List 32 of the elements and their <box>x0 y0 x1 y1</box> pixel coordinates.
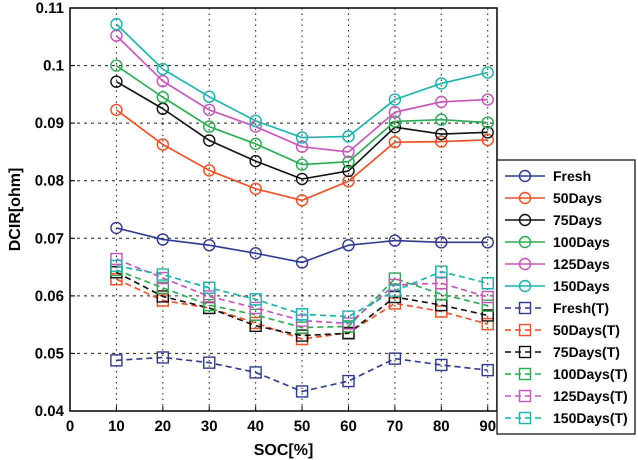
x-tick-label: 40 <box>247 418 264 435</box>
legend-label: 50Days(T) <box>553 322 620 338</box>
y-tick-label: 0.1 <box>43 58 64 75</box>
y-tick-label: 0.11 <box>36 0 64 17</box>
y-tick-label: 0.06 <box>34 288 64 305</box>
legend-label: 50Days <box>553 190 602 206</box>
x-tick-label: 30 <box>200 418 218 435</box>
y-axis-title: DCIR[ohm] <box>7 168 24 252</box>
x-tick-label: 10 <box>108 418 125 435</box>
legend-label: 150Days <box>553 278 610 294</box>
x-tick-label: 80 <box>432 418 450 435</box>
legend-label: 125Days <box>553 256 610 272</box>
legend-label: 100Days(T) <box>553 366 628 382</box>
legend-label: 75Days <box>553 212 602 228</box>
legend-label: 100Days <box>553 234 610 250</box>
y-tick-label: 0.04 <box>34 403 65 420</box>
y-tick-label: 0.05 <box>34 345 64 362</box>
x-tick-label: 90 <box>479 418 496 435</box>
x-tick-label: 70 <box>386 418 404 435</box>
x-tick-label: 0 <box>66 418 74 435</box>
y-tick-label: 0.09 <box>34 115 64 132</box>
legend-label: 125Days(T) <box>553 388 628 404</box>
x-tick-label: 50 <box>294 418 310 435</box>
legend-label: 150Days(T) <box>553 410 628 426</box>
x-axis-title: SOC[%] <box>254 442 314 459</box>
legend-label: 75Days(T) <box>553 344 620 360</box>
x-tick-label: 60 <box>340 418 357 435</box>
legend-label: Fresh(T) <box>553 300 609 316</box>
y-tick-label: 0.08 <box>34 172 64 190</box>
x-tick-label: 20 <box>154 418 172 435</box>
y-tick-label: 0.07 <box>34 230 64 248</box>
legend-label: Fresh <box>553 168 592 184</box>
